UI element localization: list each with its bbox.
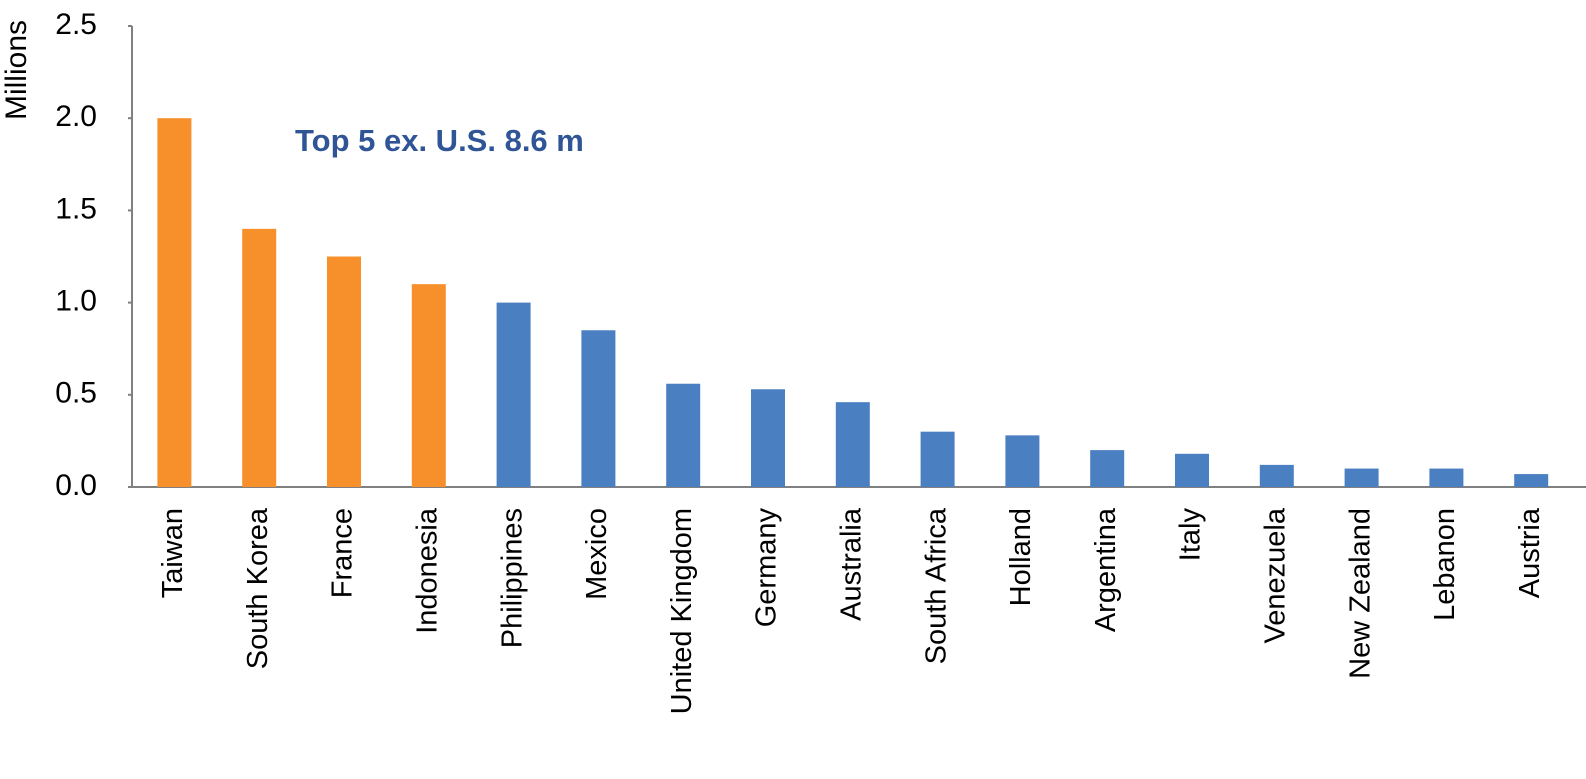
x-tick-label: Holland — [1005, 508, 1037, 606]
x-tick-label: Taiwan — [157, 508, 189, 598]
x-tick-label: South Korea — [242, 507, 274, 669]
bar — [835, 402, 870, 487]
bar — [496, 302, 531, 487]
x-tick-label: Venezuela — [1259, 507, 1291, 643]
x-tick-label: Italy — [1175, 508, 1207, 562]
bar — [1514, 474, 1549, 487]
x-tick-label: Mexico — [581, 508, 613, 600]
x-tick-label: France — [327, 508, 359, 598]
bar — [666, 383, 701, 487]
y-tick-label: 0.5 — [55, 377, 97, 410]
x-tick-label: Indonesia — [411, 507, 443, 634]
bar — [920, 431, 955, 487]
bar — [327, 256, 361, 487]
x-tick-label: United Kingdom — [666, 508, 698, 714]
bar — [581, 330, 616, 487]
bar — [242, 228, 277, 487]
y-tick-label: 1.0 — [55, 285, 97, 318]
x-tick-label: New Zealand — [1344, 508, 1376, 679]
bar — [1429, 468, 1464, 487]
x-tick-label: Austria — [1514, 507, 1546, 598]
y-tick-label: 2.0 — [55, 100, 97, 133]
x-tick-label: South Africa — [920, 507, 952, 664]
bar — [1005, 435, 1040, 487]
x-tick-label: Germany — [751, 508, 783, 628]
bar — [411, 284, 446, 487]
y-tick-label: 2.5 — [55, 8, 97, 41]
bar — [1259, 464, 1294, 487]
bar — [157, 118, 192, 487]
y-tick-label: 1.5 — [55, 192, 97, 225]
x-tick-label: Australia — [835, 507, 867, 621]
bar — [1090, 450, 1125, 487]
x-tick-label: Philippines — [496, 508, 528, 648]
x-tick-label: Argentina — [1090, 507, 1122, 632]
bar — [1175, 453, 1209, 487]
bar — [751, 389, 785, 487]
y-axis-label: Millions — [0, 20, 33, 120]
x-tick-label: Lebanon — [1429, 508, 1461, 621]
annotation: Top 5 ex. U.S. 8.6 m — [295, 123, 584, 158]
y-tick-label: 0.0 — [55, 469, 97, 502]
bar — [1344, 468, 1379, 487]
